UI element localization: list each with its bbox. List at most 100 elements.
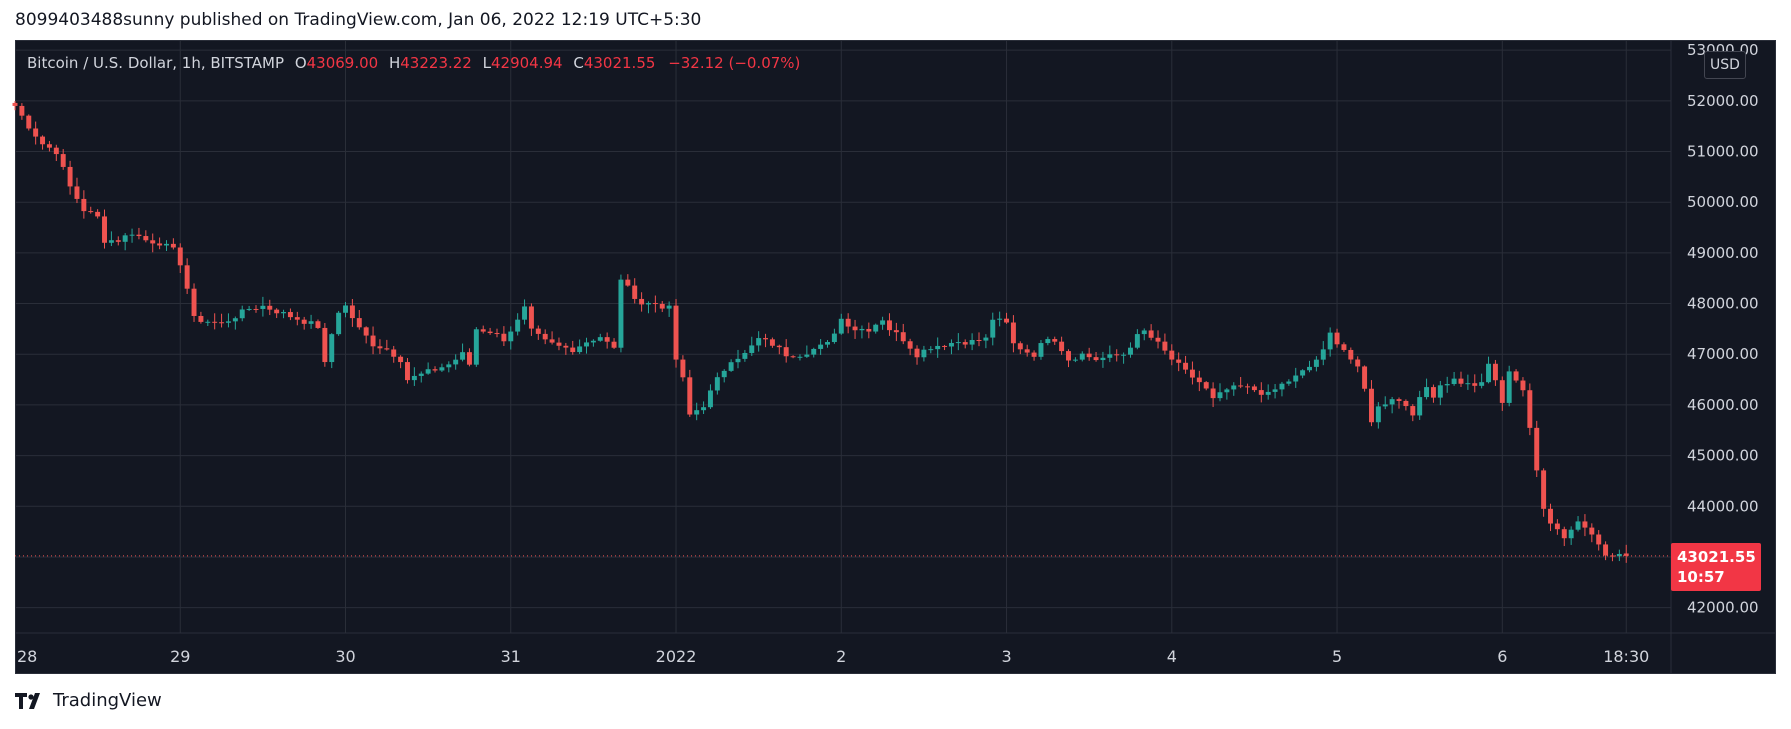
open-label: O [294, 54, 307, 72]
candle-body [1066, 351, 1071, 361]
candle-body [1541, 470, 1547, 509]
candle-body [115, 240, 121, 242]
candle-body [398, 356, 404, 363]
candle-body [136, 234, 142, 237]
candle-body [1086, 353, 1092, 358]
change-value: −32.12 (−0.07%) [668, 54, 801, 72]
candle-body [1162, 341, 1168, 351]
candle-body [1458, 378, 1464, 384]
candle-body [618, 279, 624, 348]
symbol-title: Bitcoin / U.S. Dollar, 1h, BITSTAMP [27, 54, 285, 72]
candle-body [253, 308, 259, 310]
candle-body [1141, 330, 1147, 335]
candle-body [246, 308, 252, 310]
candle-body [164, 243, 169, 246]
candle-body [1396, 399, 1402, 401]
candles [12, 101, 1671, 563]
candle-body [997, 318, 1003, 320]
candle-body [990, 319, 996, 338]
candle-body [577, 346, 583, 353]
candle-body [1582, 521, 1588, 528]
currency-badge[interactable]: USD [1704, 51, 1746, 79]
candle-body [570, 347, 576, 353]
candle-body [1258, 390, 1264, 395]
candle-body [1238, 385, 1244, 387]
candle-body [1203, 382, 1209, 389]
candle-body [315, 321, 321, 328]
candle-body [825, 342, 830, 345]
y-tick-label: 48000.00 [1687, 295, 1759, 313]
candle-body [935, 345, 941, 350]
tradingview-logo-icon [15, 692, 40, 709]
candle-body [95, 211, 101, 217]
candle-body [122, 235, 128, 242]
y-tick-label: 44000.00 [1687, 497, 1759, 515]
candle-body [1134, 334, 1140, 348]
candle-body [1616, 553, 1622, 557]
bar-countdown: 10:57 [1677, 567, 1725, 586]
candle-body [1513, 371, 1519, 381]
candle-body [418, 373, 424, 376]
close-value: 43021.55 [583, 54, 656, 72]
candle-body [308, 321, 314, 324]
candle-body [625, 279, 631, 286]
candle-body [1389, 399, 1395, 405]
candle-body [494, 333, 500, 335]
candle-body [439, 367, 445, 371]
candle-body [976, 340, 982, 342]
candle-body [12, 102, 18, 106]
candle-body [129, 234, 135, 236]
candle-body [425, 369, 431, 374]
last-price-value: 43021.55 [1677, 547, 1756, 566]
candle-body [294, 317, 300, 320]
y-tick-label: 52000.00 [1687, 92, 1759, 110]
candle-body [1609, 555, 1615, 557]
candle-body [363, 327, 369, 336]
candle-body [983, 337, 989, 341]
candle-body [177, 247, 183, 266]
candle-body [528, 306, 534, 329]
candle-body [783, 347, 789, 357]
candle-body [1004, 318, 1010, 323]
candle-body [1038, 343, 1044, 357]
candle-body [170, 243, 176, 248]
footer-branding[interactable]: TradingView [15, 690, 162, 711]
candle-body [962, 342, 968, 345]
candle-body [1472, 383, 1478, 386]
candle-body [563, 345, 569, 348]
candle-body [886, 320, 892, 331]
candle-body [1424, 387, 1430, 398]
candle-body [955, 342, 961, 344]
candle-body [1492, 363, 1498, 381]
candle-body [1444, 384, 1450, 386]
candle-body [1430, 387, 1436, 398]
candle-body [852, 326, 858, 331]
axes: 42000.0043000.0044000.0045000.0046000.00… [15, 40, 1775, 673]
candle-body [336, 312, 342, 335]
candle-body [1224, 389, 1230, 393]
candle-body [652, 303, 658, 305]
candle-body [1451, 378, 1457, 385]
candle-body [1100, 357, 1106, 361]
candle-body [40, 136, 46, 145]
chart-frame[interactable] [15, 40, 1776, 674]
candle-body [74, 186, 80, 199]
candle-body [942, 345, 948, 347]
candle-body [33, 128, 39, 137]
candle-body [604, 337, 610, 342]
candle-body [1437, 385, 1443, 398]
y-tick-label: 51000.00 [1687, 143, 1759, 161]
y-tick-label: 45000.00 [1687, 447, 1759, 465]
candle-body [639, 298, 645, 305]
candle-body [522, 306, 528, 320]
candle-body [880, 320, 886, 325]
candle-body [108, 240, 114, 243]
candle-body [584, 342, 589, 347]
candle-body [1554, 523, 1560, 530]
last-price-tag: 43021.55 10:57 [1671, 542, 1761, 591]
candle-body [659, 303, 665, 309]
candle-body [1368, 388, 1374, 423]
candle-body [343, 305, 348, 313]
candle-body [1293, 375, 1299, 382]
